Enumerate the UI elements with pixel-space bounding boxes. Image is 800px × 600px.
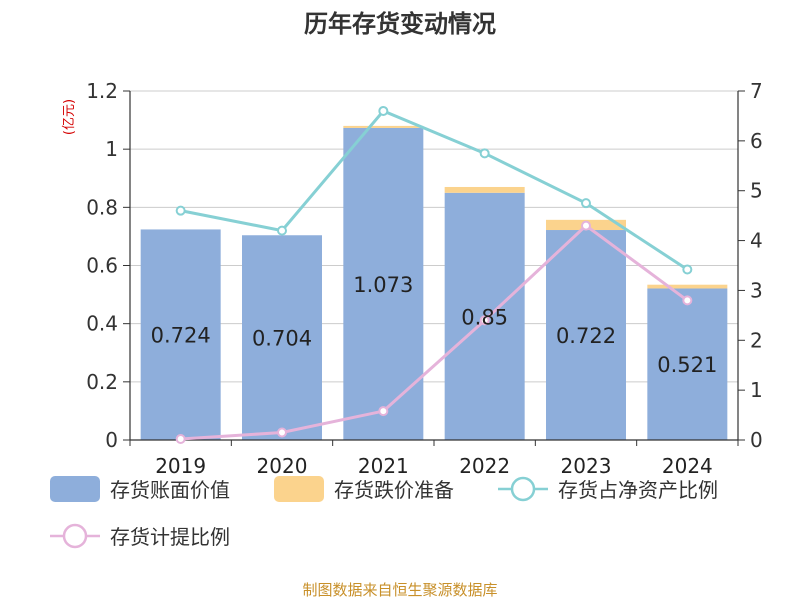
bars — [140, 125, 728, 440]
bar-value-label: 0.722 — [556, 324, 616, 348]
line-impairment-ratio — [180, 223, 689, 441]
y-right-tick-label: 4 — [750, 229, 763, 253]
legend-label: 存货占净资产比例 — [558, 478, 718, 502]
legend-swatch — [50, 476, 100, 502]
x-tick-label: 2021 — [358, 454, 409, 478]
grid-lines — [130, 90, 738, 383]
bar-value-label: 0.521 — [657, 353, 717, 377]
point-impairment-ratio — [175, 434, 186, 445]
x-tick-label: 2019 — [155, 454, 206, 478]
bar-value-label: 0.724 — [151, 324, 211, 348]
point-impairment-ratio — [479, 315, 490, 326]
point-inventory-to-net-assets — [581, 198, 591, 209]
point-impairment-ratio — [581, 220, 591, 231]
bar-inventory-impairment — [343, 125, 424, 128]
y-right-tick-label: 2 — [750, 328, 763, 352]
point-impairment-ratio — [378, 406, 389, 417]
x-tick-label: 2023 — [561, 454, 612, 478]
y-left-tick-label: 0.6 — [86, 254, 118, 278]
y-right-tick-label: 0 — [750, 428, 763, 452]
y-left-tick-label: 1.2 — [86, 79, 118, 103]
bar-inventory-impairment — [444, 186, 525, 193]
bar-inventory-book-value — [647, 288, 728, 440]
bar-inventory-book-value — [546, 230, 626, 440]
y-axis-unit-label: (亿元) — [62, 99, 77, 135]
lines — [175, 105, 693, 445]
y-right-tick-label: 7 — [750, 79, 763, 103]
y-left-tick-label: 1 — [105, 137, 118, 161]
point-impairment-ratio — [277, 427, 287, 438]
bar-inventory-impairment — [647, 284, 728, 289]
bar-value-label: 1.073 — [353, 273, 413, 297]
point-impairment-ratio — [682, 295, 693, 306]
legend-marker — [510, 476, 536, 502]
point-inventory-to-net-assets — [479, 148, 490, 159]
data-labels: 0.724 0.704 1.073 0.85 0.722 0.521 — [151, 273, 718, 377]
y-left-tick-label: 0.8 — [86, 195, 118, 219]
legend-swatch — [274, 476, 324, 502]
y-left-tick-label: 0.4 — [86, 312, 118, 336]
point-inventory-to-net-assets — [175, 205, 186, 216]
point-inventory-to-net-assets — [277, 225, 287, 236]
bar-inventory-book-value — [242, 235, 322, 440]
legend-label: 存货账面价值 — [110, 478, 230, 502]
axes: 0 0.2 0.4 0.6 0.8 1 1.2 0 1 2 3 4 5 6 7 2019 2020 2021 202… — [86, 79, 763, 478]
legend-label: 存货跌价准备 — [334, 478, 454, 502]
chart-title: 历年存货变动情况 — [304, 10, 496, 38]
y-left-tick-label: 0 — [105, 428, 118, 452]
y-left-tick-label: 0.2 — [86, 370, 118, 394]
point-inventory-to-net-assets — [378, 105, 389, 116]
bar-value-label: 0.85 — [461, 305, 508, 329]
source-note: 制图数据来自恒生聚源数据库 — [302, 581, 497, 599]
line-inventory-to-net-assets — [180, 109, 689, 271]
x-tick-label: 2020 — [257, 454, 308, 478]
bar-value-label: 0.704 — [252, 327, 312, 351]
x-tick-label: 2024 — [662, 454, 713, 478]
y-right-tick-label: 1 — [750, 378, 763, 402]
bar-inventory-book-value — [140, 229, 221, 440]
y-right-tick-label: 5 — [750, 179, 763, 203]
point-inventory-to-net-assets — [682, 264, 693, 275]
legend-label: 存货计提比例 — [110, 525, 230, 549]
legend-marker — [62, 523, 88, 549]
y-right-tick-label: 6 — [750, 129, 763, 153]
x-tick-label: 2022 — [459, 454, 510, 478]
y-right-tick-label: 3 — [750, 278, 763, 302]
